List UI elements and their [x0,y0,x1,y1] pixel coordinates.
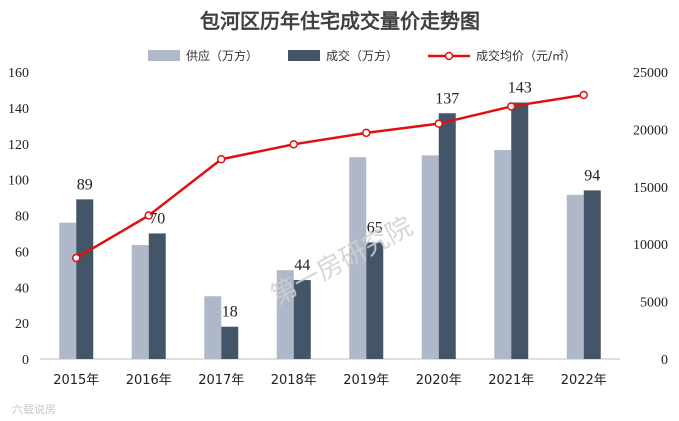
price-point [362,128,371,138]
data-label-deal: 137 [435,90,459,107]
y-right-tick-label: 0 [661,353,668,368]
x-tick-label: 2022年 [561,373,607,388]
x-tick-label: 2020年 [416,373,462,388]
x-tick-label: 2018年 [271,373,317,388]
bar-supply [566,194,584,359]
legend-label-deal: 成交（万方） [326,48,398,63]
y-left-tick-label: 100 [8,174,29,189]
legend-label-supply: 供应（万方） [186,48,258,63]
data-label-deal: 94 [584,167,600,184]
legend-swatch-supply [148,50,180,61]
data-label-deal: 89 [77,176,93,193]
chart-title: 包河区历年住宅成交量价走势图 [200,9,480,33]
x-tick-label: 2019年 [343,373,389,388]
data-label-deal: 65 [367,219,383,236]
y-right-tick-label: 25000 [633,66,668,81]
y-left-tick-label: 0 [22,353,29,368]
data-label-deal: 18 [222,304,238,321]
price-point [72,253,81,263]
y-left-tick-label: 80 [15,210,29,225]
data-labels: 89 70 18 44 65 137 143 94 [77,79,601,320]
price-line-path [75,93,584,260]
bar-deal [148,233,166,359]
bar-deal [76,199,94,359]
price-point [579,90,588,100]
bar-supply [494,150,512,359]
data-label-deal: 143 [508,79,532,96]
y-left-tick-label: 120 [8,138,29,153]
bar-deal [583,190,601,359]
price-point [217,154,226,164]
bar-deal [221,326,239,359]
bar-supply [204,296,222,359]
bar-deal [293,280,311,359]
bars [59,102,601,360]
legend-swatch-price-marker [444,51,454,61]
bar-deal [511,102,529,360]
legend-label-price: 成交均价（元/㎡） [476,48,576,63]
y-left-tick-label: 160 [8,66,29,81]
bar-supply [349,157,367,359]
price-point [144,211,153,220]
price-point [434,119,443,128]
data-label-deal: 44 [294,257,310,274]
y-right-tick-label: 10000 [633,238,668,253]
x-tick-label: 2016年 [126,373,172,388]
bar-supply [59,222,77,359]
y-left-tick-label: 60 [15,245,29,260]
data-label-deal: 70 [149,210,165,227]
watermark: 第一房研究院 [266,212,418,312]
bar-deal [366,242,384,359]
y-left-tick-label: 40 [15,281,29,296]
source-mark: 六载说房 [12,402,56,416]
bar-supply [131,245,149,359]
x-tick-label: 2021年 [488,373,534,388]
x-tick-label: 2017年 [198,373,244,388]
legend-swatch-deal [288,50,320,61]
axes: 0 20 40 60 80 100 120 140 160 0 5000 10000 15000 2000… [8,66,668,388]
price-point [289,140,298,149]
y-left-tick-label: 20 [15,317,29,332]
x-tick-label: 2015年 [53,373,99,388]
bar-supply [421,155,439,359]
price-line [72,90,588,263]
y-right-tick-label: 15000 [633,181,668,196]
y-right-tick-label: 5000 [640,296,668,311]
price-point [507,102,516,111]
bar-deal [438,113,456,359]
bar-supply [276,270,294,359]
legend: 供应（万方） 成交（万方） 成交均价（元/㎡） [148,48,576,63]
y-left-tick-label: 140 [8,102,29,117]
y-right-tick-label: 20000 [633,123,668,138]
